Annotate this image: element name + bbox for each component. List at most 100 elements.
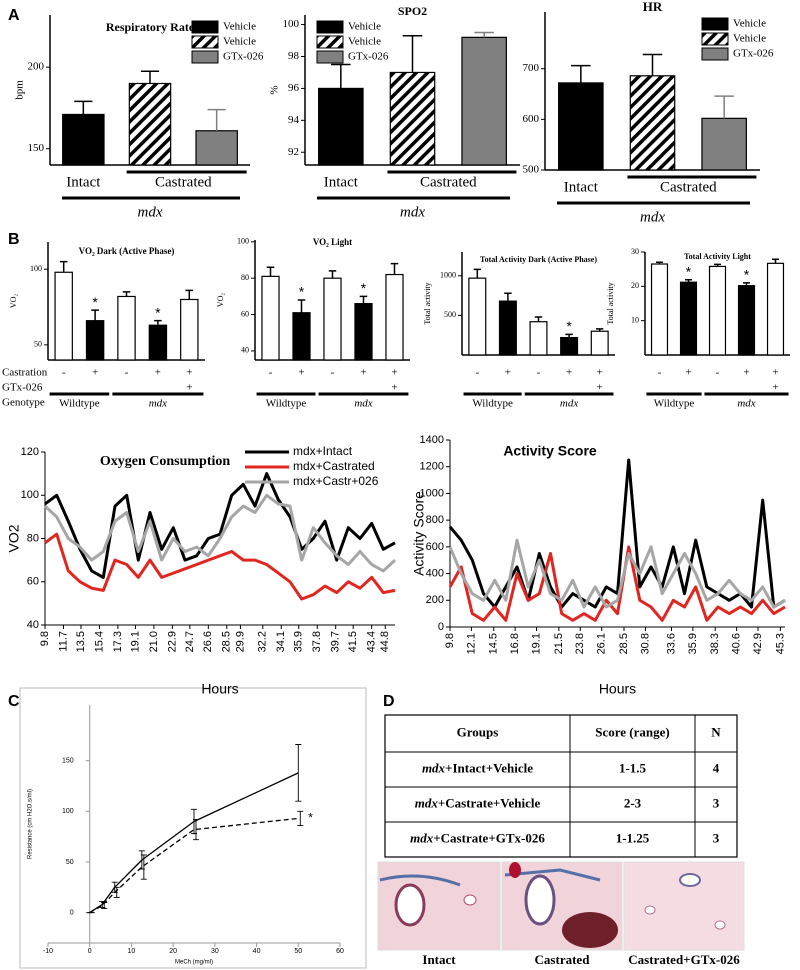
error-bar xyxy=(534,316,543,322)
bar xyxy=(737,285,756,356)
x-tick-label: 29.9 xyxy=(234,631,246,652)
histology-images xyxy=(377,861,745,951)
genotype-label: mdx xyxy=(138,204,163,220)
y-tick-label: 600 xyxy=(523,113,540,125)
bar xyxy=(85,320,105,361)
x-tick-label: 13.5 xyxy=(75,631,87,652)
legend-swatch xyxy=(191,35,219,49)
y-tick-label: 800 xyxy=(426,514,444,526)
x-tick-label: 21.0 xyxy=(148,631,160,652)
panel-frame xyxy=(19,687,367,969)
image-caption: Castrated xyxy=(535,952,591,967)
panel-label: A xyxy=(8,7,20,24)
chart-title: Total Activity Dark (Active Phase) xyxy=(480,255,597,264)
error-bar xyxy=(193,818,199,841)
chart-title: HR xyxy=(643,0,663,14)
group-label: Intact xyxy=(564,179,599,195)
y-tick-label: 400 xyxy=(426,567,444,579)
error-bar xyxy=(297,299,306,313)
legend-label: Vehicle xyxy=(223,21,256,33)
series-line xyxy=(448,545,786,622)
x-tick-label: 26.1 xyxy=(596,633,608,654)
y-axis-label: % xyxy=(269,85,281,94)
bar xyxy=(708,265,727,356)
error-bar xyxy=(295,744,302,802)
bar xyxy=(323,277,342,361)
chart-title: Oxygen Consumption xyxy=(100,454,231,469)
group-label: Castrated xyxy=(420,174,477,190)
y-tick-label: 40 xyxy=(27,619,39,631)
bar xyxy=(590,330,609,356)
y-tick-label: 100 xyxy=(62,808,74,815)
y-axis-label: Resistance (cm H2O.s/ml) xyxy=(28,789,34,859)
image-caption: Castrated+GTx-026 xyxy=(628,952,740,967)
y-tick-label: 150 xyxy=(62,758,74,765)
legend-swatch xyxy=(701,32,729,46)
row-label: Genotype xyxy=(2,397,45,409)
y-tick-label: 94 xyxy=(288,114,300,126)
castration-mark: + xyxy=(743,367,749,379)
table-cell: mdx+Intact+Vehicle xyxy=(422,760,533,775)
castration-mark: - xyxy=(658,367,662,379)
legend-label: GTx-026 xyxy=(223,51,264,63)
x-tick-label: 9.8 xyxy=(39,631,51,646)
genotype-label: mdx xyxy=(149,398,167,410)
x-tick-label: 39.7 xyxy=(330,631,342,652)
x-tick-label: 26.6 xyxy=(202,631,214,652)
significance-mark: * xyxy=(686,264,692,280)
x-tick-label: -10 xyxy=(43,948,53,955)
genotype-label: Wildtype xyxy=(472,398,513,410)
image-caption: Intact xyxy=(422,952,456,967)
bar xyxy=(558,82,604,171)
y-tick-label: 96 xyxy=(288,82,300,94)
bar xyxy=(650,263,669,356)
x-tick-label: 32.2 xyxy=(257,631,269,652)
bar xyxy=(54,271,73,361)
y-tick-label: 1400 xyxy=(420,434,444,446)
bar xyxy=(468,277,487,356)
y-tick-label: 1000 xyxy=(420,487,444,499)
group-label: Castrated xyxy=(660,179,717,195)
chart-title: Activity Score xyxy=(503,443,597,459)
error-bar xyxy=(474,31,494,38)
y-tick-label: 98 xyxy=(288,50,300,62)
genotype-label: mdx xyxy=(640,209,665,225)
significance-mark: * xyxy=(155,304,161,320)
x-tick-label: 34.1 xyxy=(275,631,287,652)
bar xyxy=(292,312,311,361)
x-tick-label: 38.3 xyxy=(709,633,721,654)
error-bar xyxy=(140,854,147,880)
legend-label: Vehicle xyxy=(733,18,766,30)
bar xyxy=(128,82,172,166)
y-axis-label: Total activity xyxy=(423,282,432,324)
legend-label: Vehicle xyxy=(733,33,766,45)
table-border xyxy=(384,714,738,858)
x-tick-label: 11.7 xyxy=(57,631,69,652)
legend-label: mdx+Intact xyxy=(293,444,353,458)
error-bar xyxy=(101,902,108,910)
x-axis-label: Hours xyxy=(201,681,238,697)
bar xyxy=(195,130,238,166)
x-tick-label: 19.1 xyxy=(530,633,542,654)
bar xyxy=(385,273,404,361)
bar xyxy=(461,36,507,166)
error-bar xyxy=(154,319,162,326)
x-tick-label: 20 xyxy=(169,948,177,955)
chart-title: Total Activity Light xyxy=(684,252,751,261)
error-bar xyxy=(595,328,604,332)
legend-label: Vehicle xyxy=(223,36,256,48)
bar xyxy=(389,71,436,166)
castration-mark: - xyxy=(269,367,273,379)
x-tick-label: 15.4 xyxy=(93,631,105,652)
series-line xyxy=(448,538,786,609)
bar xyxy=(560,336,579,356)
x-axis-label: MeCh (mg/ml) xyxy=(175,960,213,966)
y-tick-label: 60 xyxy=(27,576,39,588)
castration-mark: - xyxy=(62,367,66,379)
y-tick-label: 100 xyxy=(283,18,300,30)
legend-label: GTx-026 xyxy=(348,51,389,63)
y-tick-label: 40 xyxy=(241,346,249,355)
castration-mark: + xyxy=(155,367,161,379)
castration-mark: - xyxy=(331,367,335,379)
castration-mark: - xyxy=(537,367,541,379)
